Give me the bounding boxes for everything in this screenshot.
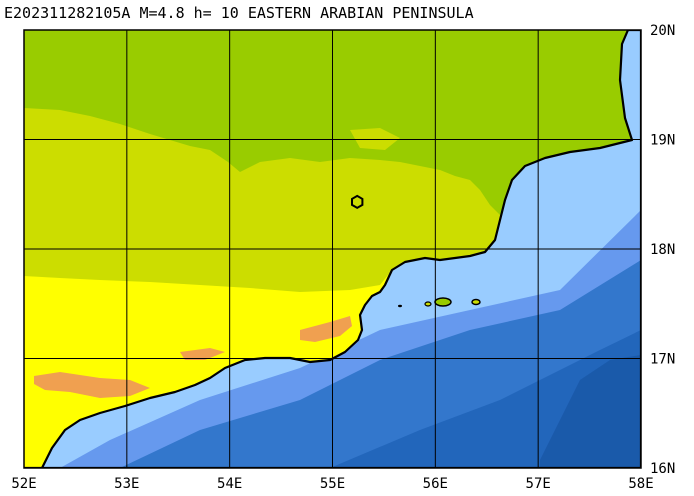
latitude-tick-label: 19N bbox=[650, 133, 675, 149]
latitude-tick-label: 17N bbox=[650, 352, 675, 368]
longitude-tick-label: 57E bbox=[526, 476, 551, 492]
latitude-tick-label: 16N bbox=[650, 461, 675, 477]
page-title: E202311282105A M=4.8 h= 10 EASTERN ARABI… bbox=[4, 4, 474, 22]
island-west bbox=[424, 301, 432, 307]
longitude-labels: 52E 53E 54E 55E 56E 57E 58E bbox=[11, 476, 653, 492]
longitude-tick-label: 53E bbox=[114, 476, 139, 492]
highland-west bbox=[34, 372, 150, 398]
longitude-tick-label: 55E bbox=[320, 476, 345, 492]
latitude-tick-label: 20N bbox=[650, 23, 675, 39]
latitude-tick-label: 18N bbox=[650, 242, 675, 258]
epicenter-marker bbox=[351, 194, 364, 210]
highland-east bbox=[300, 316, 352, 342]
longitude-tick-label: 58E bbox=[628, 476, 653, 492]
island-east bbox=[471, 298, 481, 306]
longitude-tick-label: 54E bbox=[217, 476, 242, 492]
longitude-tick-label: 52E bbox=[11, 476, 36, 492]
sea-trench bbox=[540, 355, 641, 468]
highland-mid bbox=[180, 348, 225, 360]
map-frame bbox=[23, 29, 642, 469]
island-small bbox=[398, 304, 402, 308]
coastline bbox=[24, 30, 641, 468]
longitude-tick-label: 56E bbox=[423, 476, 448, 492]
graticule bbox=[24, 30, 641, 468]
island-hallaniyah bbox=[434, 297, 452, 307]
land-high bbox=[24, 30, 632, 215]
latitude-labels: 20N 19N 18N 17N 16N bbox=[650, 23, 675, 477]
